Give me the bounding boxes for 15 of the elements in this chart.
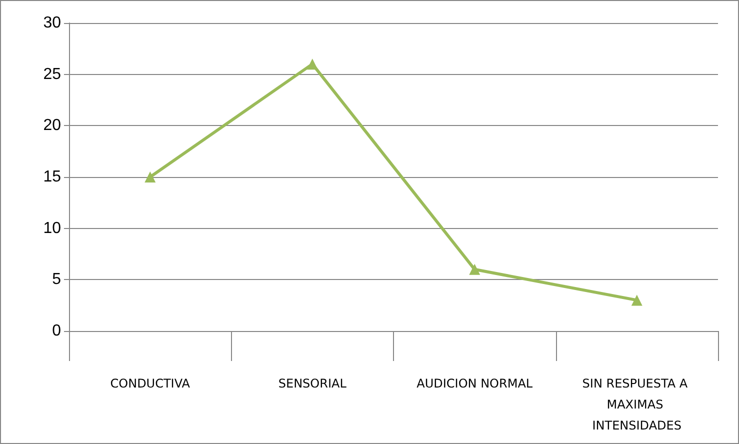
x-tick-label: SENSORIAL (278, 376, 347, 390)
point (144, 172, 156, 182)
y-tick-label: 0 (52, 322, 62, 340)
y-tick-label: 5 (52, 271, 62, 288)
point (306, 58, 318, 70)
y-tick-label: 30 (43, 14, 62, 32)
y-tick-label: 15 (43, 168, 62, 186)
y-tick-label: 25 (43, 66, 62, 83)
point (631, 294, 642, 306)
y-tick-label: 20 (43, 117, 62, 134)
x-tick-label: AUDICION NORMAL (416, 376, 533, 390)
y-tick-label: 10 (43, 220, 62, 237)
x-tick-label: CONDUCTIVA (110, 376, 191, 390)
point (469, 264, 480, 275)
x-tick-label: SIN RESPUESTA A MAXIMAS INTENSIDADES (582, 376, 692, 432)
